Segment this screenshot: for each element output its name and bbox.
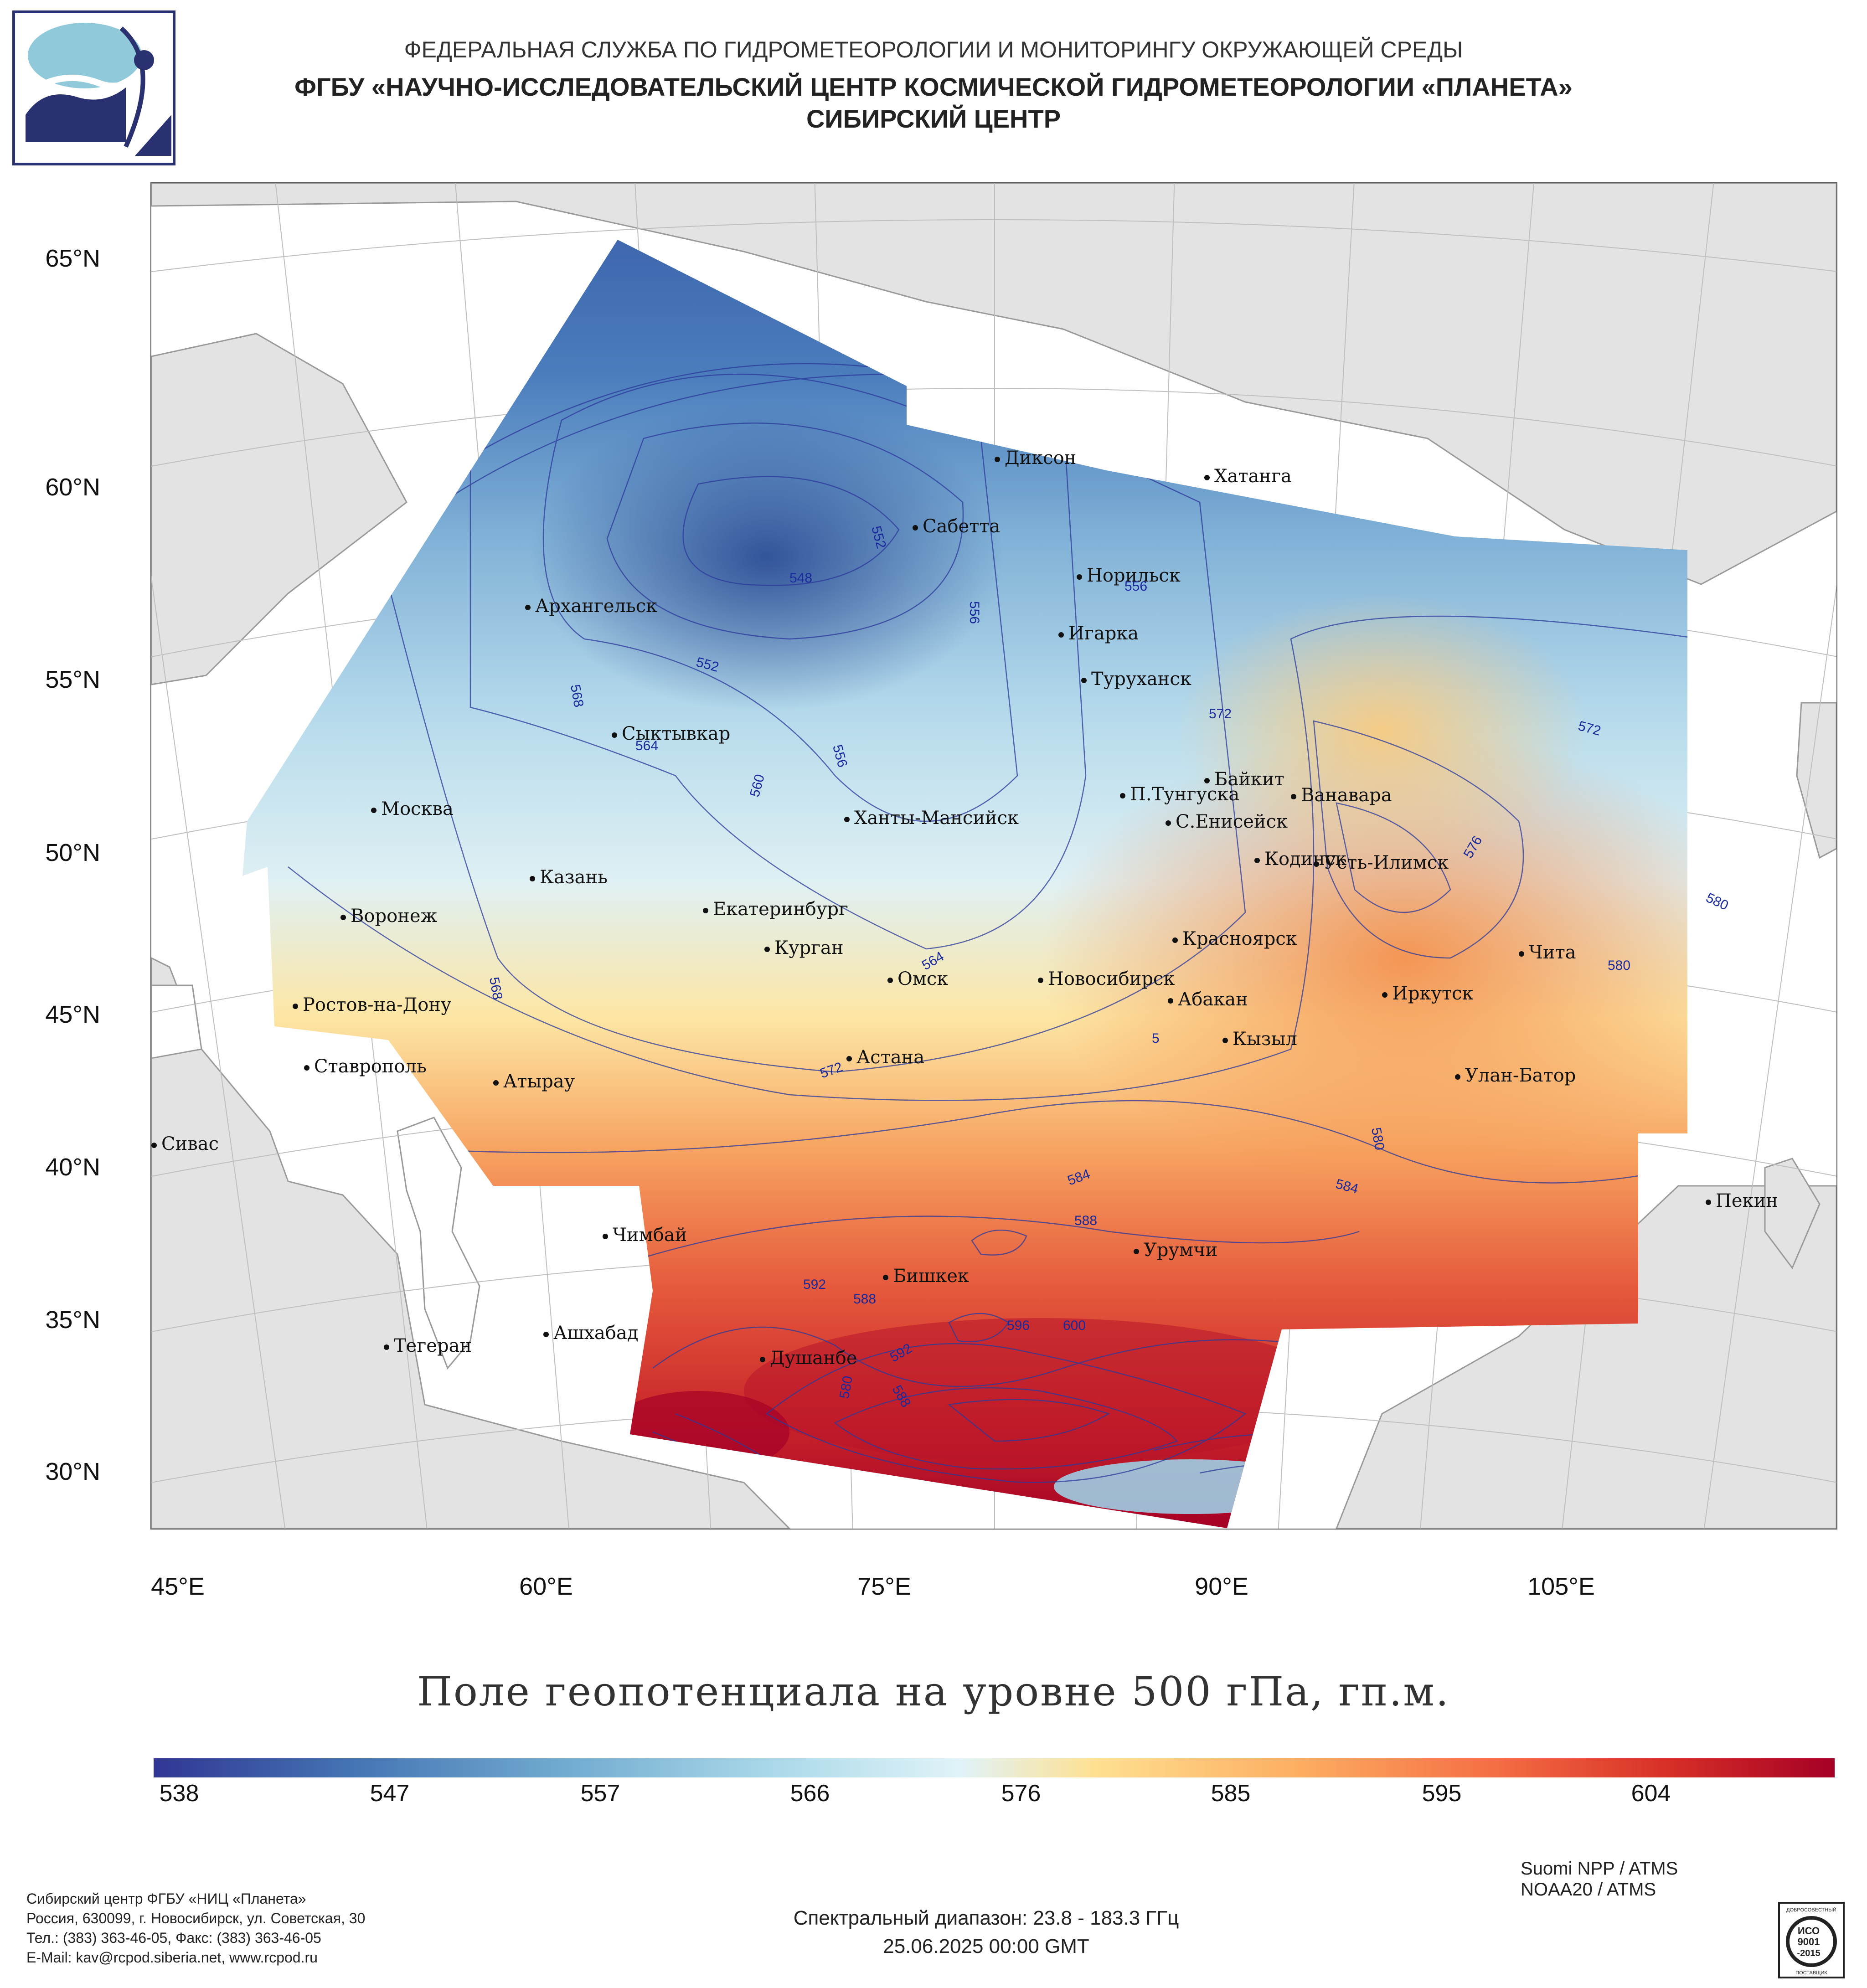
city-astana: Астана	[846, 1047, 924, 1068]
iso-badge-top: ДОБРОСОВЕСТНЫЙ	[1786, 1907, 1836, 1913]
city-bishkek: Бишкек	[883, 1266, 969, 1287]
city-voronezh: Воронеж	[340, 906, 437, 927]
lat-label-40: 40°N	[45, 1154, 100, 1181]
organization-logo	[12, 10, 175, 165]
city-khatanga: Хатанга	[1204, 466, 1292, 487]
colorbar-tick-604: 604	[1631, 1780, 1671, 1807]
footer-org-email: E-Mail: kav@rcpod.siberia.net, www.rcpod…	[26, 1949, 318, 1966]
city-tegeran: Тегеран	[384, 1335, 472, 1356]
city-norilsk: Норильск	[1077, 565, 1181, 586]
city-arkhangelsk: Архангельск	[525, 596, 657, 617]
lat-label-55: 55°N	[45, 666, 100, 693]
lon-label-60: 60°E	[519, 1573, 573, 1600]
city-kurgan: Курган	[764, 937, 844, 958]
lon-label-105: 105°E	[1527, 1573, 1595, 1600]
contour-label: 548	[789, 571, 813, 586]
city-dikson: Диксон	[995, 448, 1076, 469]
contour-label: 580	[1608, 958, 1631, 973]
city-pekin: Пекин	[1706, 1190, 1778, 1211]
city-ekaterinburg: Екатеринбург	[703, 899, 848, 920]
iso-badge-l2: 9001	[1798, 1936, 1820, 1947]
city-chimbay: Чимбай	[603, 1225, 687, 1246]
satellite-1: Suomi NPP / ATMS	[1521, 1859, 1678, 1879]
city-novosibirsk: Новосибирск	[1038, 968, 1175, 989]
city-baykit: Байкит	[1204, 769, 1284, 790]
city-urumchi: Урумчи	[1134, 1240, 1217, 1261]
contour-label: 5	[1152, 1031, 1160, 1046]
colorbar-tick-576: 576	[1001, 1780, 1041, 1807]
city-kodinsk: Кодинск	[1254, 849, 1346, 870]
iso-badge-icon: ДОБРОСОВЕСТНЫЙ ИСО 9001 -2015 ПОСТАВЩИК	[1778, 1902, 1845, 1978]
lon-label-45: 45°E	[151, 1573, 205, 1600]
lat-label-65: 65°N	[45, 245, 100, 272]
city-chita: Чита	[1519, 942, 1576, 963]
contour-label: 556	[967, 601, 982, 624]
lat-label-45: 45°N	[45, 1001, 100, 1028]
city-sabetta: Сабетта	[913, 516, 1000, 537]
iso-badge-l3: -2015	[1797, 1948, 1820, 1958]
contour-label: 588	[853, 1292, 877, 1307]
lon-label-90: 90°E	[1195, 1573, 1248, 1600]
city-vanavara: Ванавара	[1291, 785, 1392, 806]
city-omsk: Омск	[887, 968, 948, 989]
city-krasnoyarsk: Красноярск	[1172, 928, 1297, 949]
contour-label: 572	[1209, 706, 1232, 721]
header-institute: ФГБУ «НАУЧНО-ИССЛЕДОВАТЕЛЬСКИЙ ЦЕНТР КОС…	[294, 72, 1573, 101]
colorbar-tick-557: 557	[580, 1780, 620, 1807]
lat-label-60: 60°N	[45, 474, 100, 501]
colorbar	[154, 1758, 1835, 1777]
contour-label: 564	[635, 738, 659, 753]
city-dushanbe: Душанбе	[760, 1348, 857, 1369]
footer-org-address: Россия, 630099, г. Новосибирск, ул. Сове…	[26, 1910, 366, 1926]
footer-org-phone: Тел.: (383) 363-46-05, Факс: (383) 363-4…	[26, 1930, 321, 1946]
city-sivas: Сивас	[151, 1133, 219, 1154]
city-khanty-mansiysk: Ханты-Мансийск	[844, 808, 1019, 829]
footer-satellites: Suomi NPP / ATMS NOAA20 / ATMS	[1521, 1858, 1678, 1900]
iso-badge-l1: ИСО	[1798, 1925, 1820, 1936]
city-abakan: Абакан	[1168, 989, 1248, 1010]
city-irkutsk: Иркутск	[1382, 983, 1474, 1004]
contour-label: 588	[1074, 1213, 1098, 1228]
city-ust-ilimsk: Усть-Илимск	[1314, 852, 1449, 873]
map-canvas	[151, 183, 1836, 1529]
satellite-2: NOAA20 / ATMS	[1521, 1880, 1656, 1900]
colorbar-tick-595: 595	[1422, 1780, 1462, 1807]
footer-organization: Сибирский центр ФГБУ «НИЦ «Планета» Росс…	[26, 1889, 365, 1967]
contour-label: 596	[1007, 1318, 1030, 1333]
contour-label: 556	[1124, 579, 1148, 594]
colorbar-tick-585: 585	[1211, 1780, 1251, 1807]
header-center: СИБИРСКИЙ ЦЕНТР	[806, 104, 1061, 133]
footer-spectral-range: Спектральный диапазон: 23.8 - 183.3 ГГц	[793, 1907, 1179, 1929]
city-atyrau: Атырау	[493, 1071, 575, 1092]
city-igarka: Игарка	[1058, 623, 1139, 644]
colorbar-tick-566: 566	[790, 1780, 830, 1807]
colorbar-tick-538: 538	[159, 1780, 199, 1807]
footer-org-name: Сибирский центр ФГБУ «НИЦ «Планета»	[26, 1890, 306, 1907]
iso-badge-bottom: ПОСТАВЩИК	[1795, 1970, 1827, 1976]
city-syktyvkar: Сыктывкар	[612, 723, 730, 744]
header-agency: ФЕДЕРАЛЬНАЯ СЛУЖБА ПО ГИДРОМЕТЕОРОЛОГИИ …	[404, 37, 1463, 62]
city-rostov-na-donu: Ростов-на-Дону	[293, 994, 451, 1015]
footer-datetime: 25.06.2025 00:00 GMT	[883, 1935, 1089, 1957]
lat-label-50: 50°N	[45, 839, 100, 866]
lat-label-30: 30°N	[45, 1458, 100, 1485]
colorbar-tick-547: 547	[370, 1780, 410, 1807]
lat-label-35: 35°N	[45, 1306, 100, 1334]
map-title: Поле геопотенциала на уровне 500 гПа, гп…	[417, 1668, 1450, 1715]
city-turukhansk: Туруханск	[1081, 669, 1191, 690]
lon-label-75: 75°E	[857, 1573, 911, 1600]
contour-label: 600	[1063, 1318, 1086, 1333]
city-ashkhabad: Ашхабад	[543, 1323, 638, 1344]
city-s-eniseysk: С.Енисейск	[1166, 811, 1288, 832]
city-ulan-bator: Улан-Батор	[1455, 1065, 1576, 1086]
map-panel: Диксон Хатанга Сабетта Норильск Архангел…	[150, 182, 1837, 1530]
contour-label: 592	[803, 1277, 826, 1292]
city-kyzyl: Кызыл	[1222, 1029, 1297, 1050]
city-p-tunguska: П.Тунгуска	[1120, 784, 1239, 805]
city-stavropol: Ставрополь	[304, 1056, 427, 1077]
city-kazan: Казань	[530, 867, 608, 888]
city-moskva: Москва	[371, 798, 454, 819]
